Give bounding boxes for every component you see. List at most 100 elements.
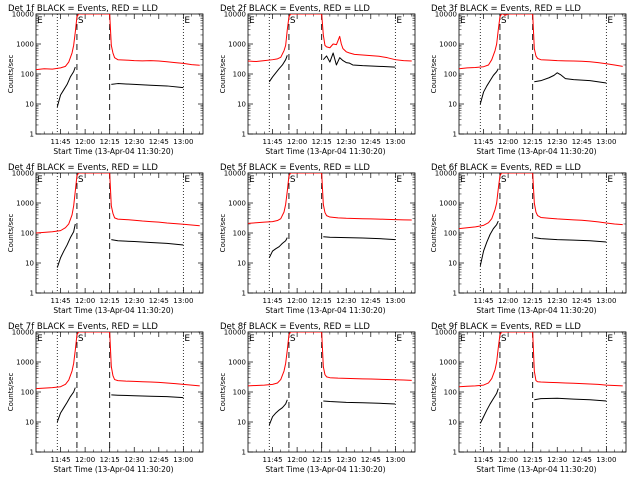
panel-title: Det 3f BLACK = Events, RED = LLD <box>431 4 581 14</box>
marker-label-left: E <box>460 175 466 185</box>
marker-label-left: E <box>249 175 255 185</box>
y-tick-label: 10 <box>237 260 246 268</box>
y-tick-label: 10 <box>25 260 34 268</box>
panel-title: Det 9f BLACK = Events, RED = LLD <box>431 322 581 332</box>
x-tick-label: 13:00 <box>596 456 616 464</box>
x-tick-label: 12:30 <box>547 138 567 146</box>
x-tick-label: 12:30 <box>124 456 144 464</box>
y-tick-label: 10 <box>237 419 246 427</box>
x-axis-label: Start Time (13-Apr-04 11:30:20) <box>476 306 596 315</box>
series-line-events <box>479 220 607 267</box>
series-line-events <box>56 387 184 423</box>
marker-label-s: S <box>78 16 84 26</box>
marker-label-right: E <box>184 16 190 26</box>
series-group <box>248 173 412 258</box>
series-line-lld <box>459 14 623 70</box>
series-group <box>36 14 200 108</box>
y-tick-label: 10 <box>448 419 457 427</box>
series-line-lld <box>36 332 200 390</box>
panel-title: Det 6f BLACK = Events, RED = LLD <box>431 163 581 173</box>
marker-label-s: S <box>501 175 507 185</box>
y-tick-label: 100 <box>233 71 246 79</box>
panel-7: Det 7f BLACK = Events, RED = LLD 1 10 100 10… <box>7 322 204 474</box>
x-tick-label: 12:30 <box>336 456 356 464</box>
y-tick-label: 1000 <box>228 200 246 208</box>
series-line-lld <box>248 173 412 224</box>
x-tick-label: 12:15 <box>312 138 332 146</box>
panel-title: Det 4f BLACK = Events, RED = LLD <box>8 163 158 173</box>
y-tick-label: 100 <box>233 230 246 238</box>
y-axis-label: Counts/sec <box>430 373 438 412</box>
marker-label-left: E <box>37 16 43 26</box>
series-group <box>459 173 623 267</box>
y-tick-label: 10000 <box>435 11 457 19</box>
y-tick-label: 10000 <box>224 11 246 19</box>
x-tick-label: 12:45 <box>361 138 381 146</box>
series-line-lld <box>36 173 200 234</box>
marker-label-left: E <box>37 334 43 344</box>
x-tick-label: 12:45 <box>149 297 169 305</box>
series-line-events <box>56 66 184 108</box>
x-tick-label: 12:00 <box>498 297 518 305</box>
x-tick-label: 13:00 <box>173 138 193 146</box>
x-axis-label: Start Time (13-Apr-04 11:30:20) <box>265 147 385 156</box>
y-tick-label: 100 <box>233 389 246 397</box>
marker-label-left: E <box>460 16 466 26</box>
series-line-lld <box>36 14 200 71</box>
panel-3: Det 3f BLACK = Events, RED = LLD 1 10 100 10… <box>430 4 627 156</box>
plot-frame <box>458 13 627 135</box>
x-tick-label: 11:45 <box>50 138 70 146</box>
y-axis-label: Counts/sec <box>430 214 438 253</box>
x-tick-label: 12:15 <box>523 138 543 146</box>
y-tick-label: 10000 <box>435 329 457 337</box>
x-tick-label: 12:30 <box>124 297 144 305</box>
y-axis-label: Counts/sec <box>219 214 227 253</box>
y-tick-label: 100 <box>444 71 457 79</box>
x-tick-label: 12:15 <box>100 456 120 464</box>
plot-frame <box>458 331 627 453</box>
x-tick-label: 12:15 <box>523 456 543 464</box>
y-tick-label: 1000 <box>16 359 34 367</box>
x-tick-label: 12:00 <box>75 297 95 305</box>
x-tick-label: 12:00 <box>75 456 95 464</box>
marker-label-s: S <box>78 175 84 185</box>
panel-4: Det 4f BLACK = Events, RED = LLD 1 10 100 10… <box>7 163 204 315</box>
panel-9: Det 9f BLACK = Events, RED = LLD 1 10 100 10… <box>430 322 627 474</box>
y-tick-label: 1000 <box>439 200 457 208</box>
x-axis-label: Start Time (13-Apr-04 11:30:20) <box>53 147 173 156</box>
x-tick-label: 13:00 <box>596 138 616 146</box>
panel-5: Det 5f BLACK = Events, RED = LLD 1 10 100 10… <box>219 163 416 315</box>
y-tick-label: 100 <box>444 230 457 238</box>
panel-title: Det 8f BLACK = Events, RED = LLD <box>220 322 370 332</box>
x-tick-label: 13:00 <box>385 297 405 305</box>
x-tick-label: 12:15 <box>312 456 332 464</box>
x-tick-label: 12:30 <box>547 297 567 305</box>
panel-2: Det 2f BLACK = Events, RED = LLD 1 10 100 10… <box>219 4 416 156</box>
marker-label-s: S <box>501 16 507 26</box>
series-group <box>36 332 200 423</box>
series-line-lld <box>248 14 412 63</box>
x-tick-label: 11:45 <box>473 456 493 464</box>
x-tick-label: 12:30 <box>124 138 144 146</box>
x-tick-label: 12:45 <box>149 456 169 464</box>
panel-title: Det 2f BLACK = Events, RED = LLD <box>220 4 370 14</box>
y-tick-label: 10000 <box>224 329 246 337</box>
y-axis-label: Counts/sec <box>219 55 227 94</box>
x-axis-label: Start Time (13-Apr-04 11:30:20) <box>53 306 173 315</box>
y-tick-label: 10000 <box>12 329 34 337</box>
x-tick-label: 12:30 <box>547 456 567 464</box>
x-tick-label: 12:45 <box>361 297 381 305</box>
x-tick-label: 11:45 <box>473 297 493 305</box>
y-tick-label: 1 <box>30 449 34 457</box>
series-line-lld <box>459 173 623 230</box>
y-tick-label: 10 <box>25 101 34 109</box>
marker-label-right: E <box>184 334 190 344</box>
panel-title: Det 7f BLACK = Events, RED = LLD <box>8 322 158 332</box>
y-tick-label: 1 <box>453 290 457 298</box>
x-tick-label: 11:45 <box>50 297 70 305</box>
plot-frame <box>35 13 204 135</box>
series-line-events <box>268 52 396 83</box>
y-tick-label: 10000 <box>12 11 34 19</box>
y-tick-label: 1 <box>30 131 34 139</box>
marker-label-right: E <box>184 175 190 185</box>
